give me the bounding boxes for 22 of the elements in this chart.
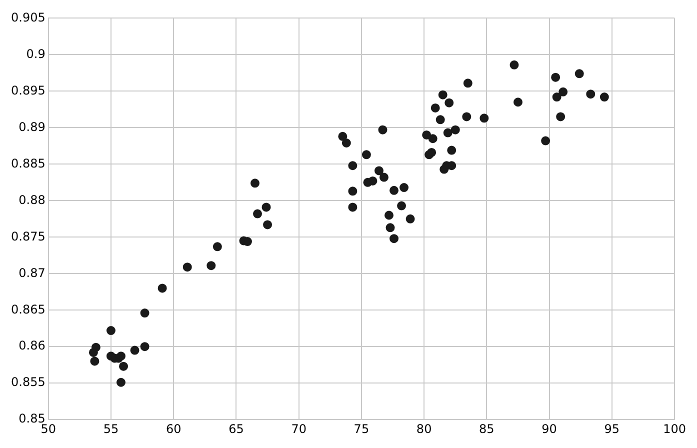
x-tick-label: 60 [166,422,182,436]
y-tick-label: 0.89 [18,120,46,134]
y-tick-label: 0.875 [10,229,46,244]
y-tick-label: 0.88 [18,192,46,207]
y-tick-label: 0.865 [10,302,46,316]
y-tick-label: 0.905 [10,10,46,24]
y-tick-label: 0.87 [18,266,46,280]
x-tick-label: 75 [354,422,370,436]
x-tick-label: 70 [291,422,306,436]
x-tick-label: 65 [228,422,244,436]
x-tick-label: 90 [542,422,557,436]
x-tick-label: 55 [103,422,119,436]
y-tick-label: 0.885 [10,156,46,170]
y-tick-label: 0.855 [10,375,46,390]
x-tick-label: 50 [40,422,56,436]
x-tick-label: 85 [479,422,494,436]
x-tick-label: 95 [604,422,620,436]
y-tick-label: 0.895 [10,83,46,98]
y-tick-label: 0.86 [18,338,46,353]
x-tick-label: 80 [416,422,432,436]
y-tick-label: 0.9 [26,46,46,61]
x-tick-label: 100 [663,422,686,436]
